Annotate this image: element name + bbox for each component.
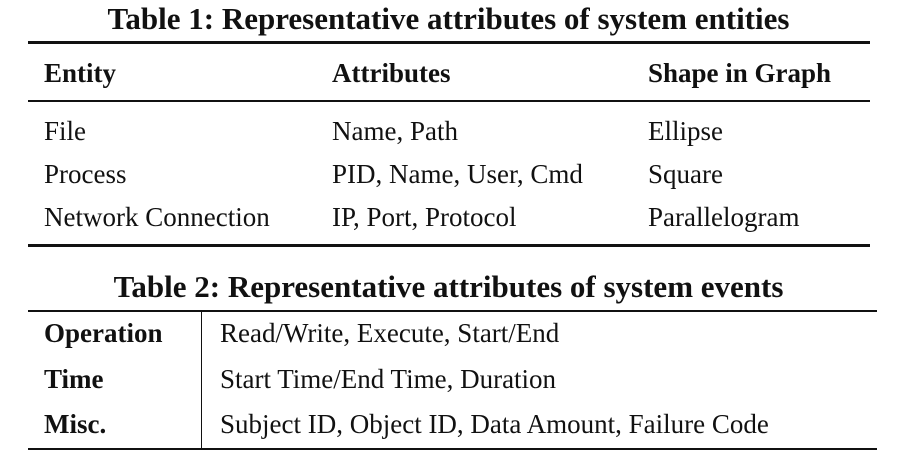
table2-bottom-rule: [28, 448, 877, 450]
table2-row-misc-label: Misc.: [44, 409, 107, 439]
table1-top-rule: [28, 41, 870, 44]
table2-row-operation-value: Read/Write, Execute, Start/End: [220, 318, 560, 348]
table1-header-entity: Entity: [44, 58, 117, 88]
table1-bottom-rule: [28, 244, 870, 247]
table1-row-network-attributes: IP, Port, Protocol: [332, 202, 517, 232]
table1-caption: Table 1: Representative attributes of sy…: [107, 1, 790, 36]
table2-row-misc-value: Subject ID, Object ID, Data Amount, Fail…: [220, 409, 769, 439]
table1-mid-rule: [28, 100, 870, 102]
table1-header-attributes: Attributes: [332, 58, 451, 88]
table1-row-file-attributes: Name, Path: [332, 116, 458, 146]
table1-row-process-shape: Square: [648, 159, 723, 189]
table2-column-divider: [201, 312, 202, 448]
table2-caption: Table 2: Representative attributes of sy…: [113, 269, 784, 304]
table2-row-operation-label: Operation: [44, 318, 163, 348]
table1-row-network-entity: Network Connection: [44, 202, 270, 232]
table1-header-shape: Shape in Graph: [648, 58, 832, 88]
table2-row-time-value: Start Time/End Time, Duration: [220, 364, 557, 394]
table1-row-file-entity: File: [44, 116, 87, 146]
table2-top-rule: [28, 310, 877, 312]
table1-row-process-entity: Process: [44, 159, 127, 189]
table1-row-file-shape: Ellipse: [648, 116, 723, 146]
table2-row-time-label: Time: [44, 364, 104, 394]
table1-row-network-shape: Parallelogram: [648, 202, 800, 232]
table1-row-process-attributes: PID, Name, User, Cmd: [332, 159, 583, 189]
